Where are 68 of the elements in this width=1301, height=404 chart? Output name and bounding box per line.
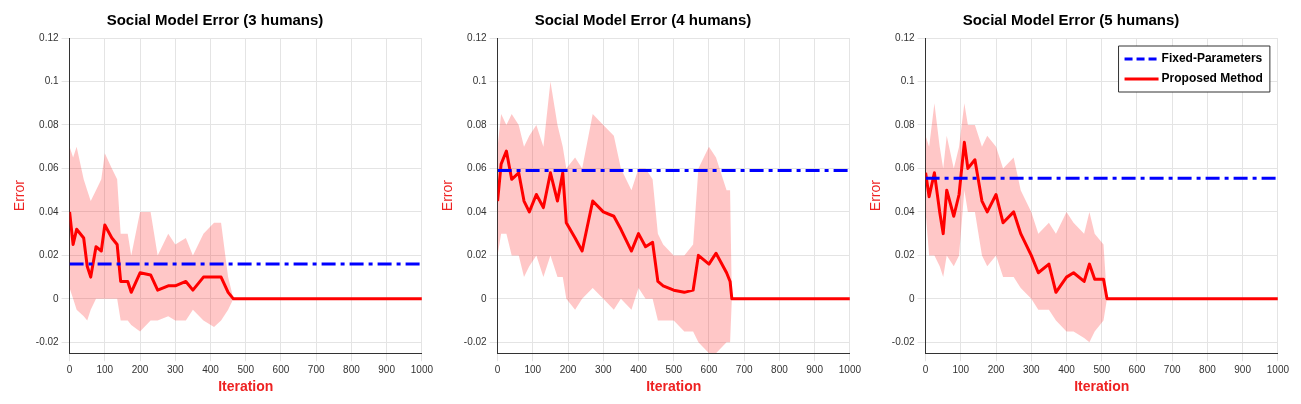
x-tick-label: 0 xyxy=(922,363,929,375)
x-tick-label: 1000 xyxy=(1266,363,1290,375)
x-tick-label: 400 xyxy=(630,363,648,375)
y-tick-label: 0.1 xyxy=(900,75,916,87)
y-tick-label: -0.02 xyxy=(35,336,60,348)
y-tick-label: 0.02 xyxy=(39,249,60,261)
x-tick-label: 600 xyxy=(272,363,290,375)
y-tick-label: 0.02 xyxy=(467,249,488,261)
chart-title: Social Model Error (3 humans) xyxy=(106,11,324,29)
y-tick-label: 0.12 xyxy=(39,31,60,43)
x-tick-label: 900 xyxy=(1234,363,1252,375)
y-tick-label: 0.06 xyxy=(467,162,488,174)
x-tick-label: 300 xyxy=(594,363,613,375)
x-tick-label: 600 xyxy=(700,363,718,375)
y-tick-label: 0.12 xyxy=(895,31,916,43)
y-tick-label: 0.04 xyxy=(467,205,488,217)
y-tick-label: 0.04 xyxy=(895,205,916,217)
y-tick-label: 0.08 xyxy=(467,118,488,130)
x-tick-label: 500 xyxy=(1093,363,1111,375)
chart-title: Social Model Error (5 humans) xyxy=(962,11,1180,29)
y-axis-title: Error xyxy=(11,179,28,212)
legend-label: Fixed-Parameters xyxy=(1161,51,1263,66)
x-axis-title: Iteration xyxy=(646,378,702,395)
y-tick-label: 0.1 xyxy=(44,75,60,87)
x-tick-label: 300 xyxy=(166,363,185,375)
y-tick-label: 0 xyxy=(909,292,916,304)
x-tick-label: 200 xyxy=(559,363,577,375)
x-tick-label: 300 xyxy=(1022,363,1041,375)
y-tick-label: 0 xyxy=(53,292,60,304)
y-tick-label: 0.06 xyxy=(39,162,60,174)
x-tick-label: 1000 xyxy=(838,363,862,375)
y-tick-label: 0.08 xyxy=(39,118,60,130)
x-tick-label: 800 xyxy=(771,363,789,375)
x-tick-label: 1000 xyxy=(410,363,434,375)
x-tick-label: 400 xyxy=(202,363,220,375)
y-tick-label: 0.12 xyxy=(467,31,488,43)
y-tick-label: 0.02 xyxy=(895,249,916,261)
y-tick-label: 0.08 xyxy=(895,118,916,130)
y-axis-title: Error xyxy=(439,179,456,212)
x-tick-label: 900 xyxy=(378,363,396,375)
x-tick-label: 0 xyxy=(494,363,501,375)
x-axis-title: Iteration xyxy=(218,378,274,395)
y-tick-label: -0.02 xyxy=(891,336,916,348)
x-tick-label: 600 xyxy=(1128,363,1146,375)
x-tick-label: 700 xyxy=(307,363,325,375)
y-tick-label: 0.1 xyxy=(472,75,488,87)
x-tick-label: 0 xyxy=(66,363,73,375)
x-tick-label: 100 xyxy=(952,363,970,375)
x-tick-label: 700 xyxy=(735,363,753,375)
y-tick-label: 0.04 xyxy=(39,205,60,217)
x-tick-label: 800 xyxy=(1199,363,1217,375)
x-tick-label: 500 xyxy=(665,363,683,375)
x-tick-label: 700 xyxy=(1163,363,1181,375)
x-tick-label: 800 xyxy=(343,363,361,375)
chart-title: Social Model Error (4 humans) xyxy=(534,11,752,29)
y-axis-title: Error xyxy=(867,179,884,212)
x-tick-label: 100 xyxy=(96,363,114,375)
x-tick-label: 100 xyxy=(524,363,542,375)
x-tick-label: 200 xyxy=(987,363,1005,375)
x-tick-label: 400 xyxy=(1058,363,1076,375)
x-axis-title: Iteration xyxy=(1074,378,1130,395)
x-tick-label: 200 xyxy=(131,363,149,375)
y-tick-label: 0.06 xyxy=(895,162,916,174)
x-tick-label: 500 xyxy=(237,363,255,375)
y-tick-label: 0 xyxy=(481,292,488,304)
y-tick-label: -0.02 xyxy=(463,336,488,348)
x-tick-label: 900 xyxy=(806,363,824,375)
legend-label: Proposed Method xyxy=(1161,71,1263,86)
